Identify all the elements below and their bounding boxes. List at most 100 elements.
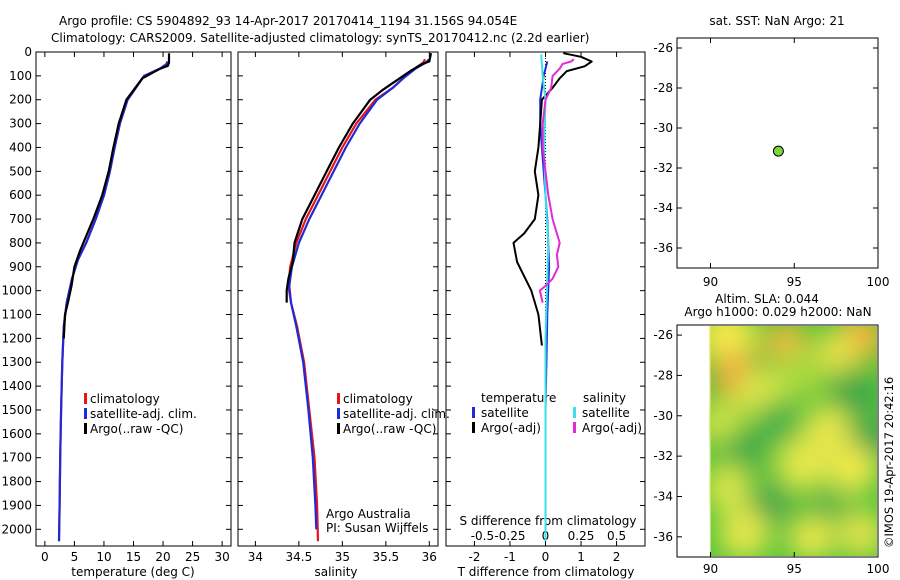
- depth-ytick-label: 800: [9, 236, 32, 250]
- salinity-xtick-label: 36: [422, 550, 437, 564]
- legend-label-sal-argo: Argo(-adj): [582, 421, 642, 435]
- location-ytick-label: -36: [653, 241, 673, 255]
- temperature-xtick-label: 0: [41, 550, 49, 564]
- location-ytick-label: -28: [653, 81, 673, 95]
- altimetry-ytick-label: -36: [653, 530, 673, 544]
- temperature-xtick-label: 15: [126, 550, 141, 564]
- sla-blob: [828, 444, 877, 493]
- argo-agency-label: Argo Australia: [326, 507, 411, 521]
- legend-swatch-satellite: [337, 408, 340, 419]
- sla-blob: [718, 507, 770, 556]
- argo-position-marker: [772, 145, 784, 157]
- location-ytick-label: -32: [653, 161, 673, 175]
- sla-blob: [722, 430, 766, 475]
- header-title: Argo profile: CS 5904892_93 14-Apr-2017 …: [59, 14, 517, 28]
- legend-label-argo: Argo(..raw -QC): [90, 422, 183, 436]
- sla-blob: [803, 405, 852, 454]
- legend-label-temp-argo: Argo(-adj): [481, 421, 541, 435]
- sla-blob: [789, 516, 833, 556]
- salinity-xtick-label: 35.5: [372, 550, 399, 564]
- difference-t-xtick-label: 2: [613, 550, 621, 564]
- legend-heading-salinity: salinity: [583, 391, 626, 405]
- location-xtick-label: 100: [867, 275, 890, 289]
- altimetry-xtick-label: 90: [703, 562, 718, 576]
- depth-ytick-label: 2000: [1, 522, 32, 536]
- altimetry-title-1: Altim. SLA: 0.044: [715, 292, 819, 306]
- argo-pi-label: PI: Susan Wijffels: [326, 521, 428, 535]
- temperature-xtick-label: 20: [155, 550, 170, 564]
- depth-ytick-label: 300: [9, 117, 32, 131]
- difference-s-tick-label: 0.25: [568, 529, 595, 543]
- salinity-xlabel: salinity: [314, 565, 357, 579]
- legend-swatch-sal-satellite: [573, 407, 576, 418]
- temperature-legend: climatology satellite-adj. clim. Argo(..…: [84, 392, 197, 436]
- temperature-xtick-label: 25: [185, 550, 200, 564]
- legend-swatch-argo: [84, 423, 87, 434]
- temperature-series-argo-raw-qc-: [62, 53, 171, 339]
- depth-ytick-label: 600: [9, 188, 32, 202]
- salinity-series-climatology: [287, 58, 426, 542]
- temperature-xtick-label: 10: [96, 550, 111, 564]
- difference-series-temperature-argo-adj-: [512, 52, 593, 346]
- altimetry-ytick-label: -32: [653, 449, 673, 463]
- altimetry-ytick-label: -26: [653, 328, 673, 342]
- location-xtick-label: 95: [787, 275, 802, 289]
- temperature-xlabel: temperature (deg C): [71, 565, 194, 579]
- legend-swatch-temp-argo: [472, 422, 475, 433]
- altimetry-plot-frame: [676, 324, 879, 558]
- depth-ytick-label: 1300: [1, 355, 32, 369]
- depth-ytick-label: 100: [9, 69, 32, 83]
- temperature-series-climatology: [57, 61, 170, 542]
- legend-swatch-climatology: [337, 393, 340, 404]
- difference-t-xtick-label: 1: [577, 550, 585, 564]
- depth-ytick-label: 1700: [1, 451, 32, 465]
- legend-label-climatology: climatology: [90, 392, 160, 406]
- location-ytick-label: -26: [653, 41, 673, 55]
- temperature-xtick-label: 5: [71, 550, 79, 564]
- depth-ytick-label: 1200: [1, 331, 32, 345]
- altimetry-xtick-label: 95: [787, 562, 802, 576]
- salinity-series-satellite-adj-clim-: [288, 58, 431, 530]
- altimetry-ytick-label: -34: [653, 489, 673, 503]
- legend-swatch-satellite: [84, 408, 87, 419]
- depth-ytick-label: 1100: [1, 308, 32, 322]
- legend-swatch-sal-argo: [573, 422, 576, 433]
- salinity-legend: climatology satellite-adj. clim. Argo(..…: [337, 392, 450, 436]
- difference-s-tick-label: 0.5: [607, 529, 626, 543]
- salinity-series-argo-raw-qc-: [285, 52, 433, 303]
- legend-swatch-climatology: [84, 393, 87, 404]
- depth-ytick-label: 400: [9, 140, 32, 154]
- depth-ytick-label: 1000: [1, 284, 32, 298]
- difference-s-title: S difference from climatology: [460, 514, 637, 528]
- sla-blob: [828, 370, 877, 419]
- altimetry-ytick-label: -28: [653, 368, 673, 382]
- location-title: sat. SST: NaN Argo: 21: [709, 14, 844, 28]
- header-subtitle: Climatology: CARS2009. Satellite-adjuste…: [51, 31, 589, 45]
- temperature-plot-frame: [35, 51, 232, 547]
- location-plot-frame: [676, 37, 879, 269]
- difference-legend: temperature salinity satellite Argo(-adj…: [472, 391, 642, 435]
- difference-t-xtick-label: -1: [504, 550, 516, 564]
- difference-series-temperature-satellite: [539, 61, 551, 542]
- legend-label-satellite: satellite-adj. clim.: [90, 407, 197, 421]
- sla-heatmap: [709, 326, 877, 556]
- depth-ytick-label: 1400: [1, 379, 32, 393]
- sla-blob: [776, 345, 829, 398]
- salinity-xtick-label: 35: [335, 550, 350, 564]
- legend-label-satellite: satellite-adj. clim.: [343, 407, 450, 421]
- location-ytick-label: -34: [653, 201, 673, 215]
- sla-blob: [837, 509, 877, 556]
- legend-swatch-argo: [337, 423, 340, 434]
- depth-ytick-label: 1800: [1, 475, 32, 489]
- difference-xlabel: T difference from climatology: [457, 565, 635, 579]
- location-xtick-label: 90: [703, 275, 718, 289]
- salinity-xtick-label: 34: [248, 550, 263, 564]
- depth-ytick-label: 1900: [1, 498, 32, 512]
- depth-ytick-label: 200: [9, 93, 32, 107]
- depth-ytick-label: 1500: [1, 403, 32, 417]
- difference-s-tick-label: -0.25: [494, 529, 525, 543]
- difference-t-xtick-label: -2: [468, 550, 480, 564]
- legend-heading-temperature: temperature: [481, 391, 556, 405]
- altimetry-xtick-label: 100: [867, 562, 890, 576]
